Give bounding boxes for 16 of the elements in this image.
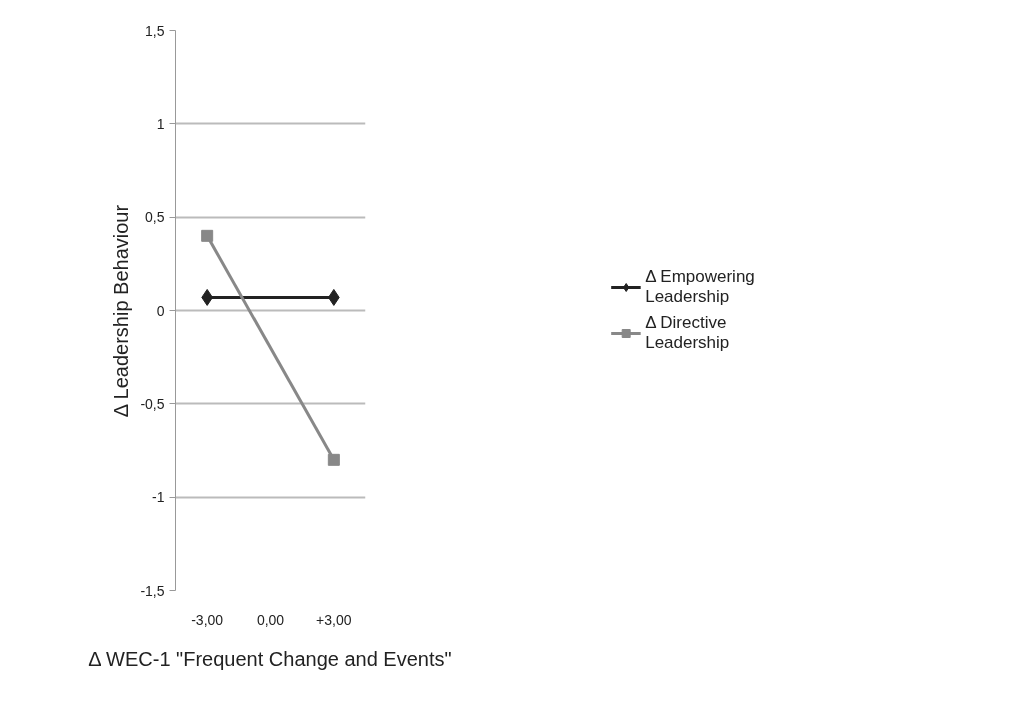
y-tick-label: -0,5: [140, 395, 165, 412]
y-tick-label: 1: [156, 115, 165, 132]
x-tick-label: 0,00: [256, 611, 285, 628]
y-tick-label: 0: [156, 302, 165, 319]
y-axis-title: Δ Leadership Behaviour: [110, 204, 133, 418]
x-tick-label: +3,00: [316, 611, 352, 628]
y-tick-label: -1: [152, 489, 165, 506]
x-axis-title: Δ WEC-1 "Frequent Change and Events": [88, 647, 452, 670]
x-tick-label: -3,00: [191, 611, 224, 628]
point: [327, 453, 340, 466]
y-tick-label: 1,5: [145, 22, 165, 39]
y-tick-label: 0,5: [145, 209, 165, 226]
legend-label: Δ Directive Leadership: [645, 313, 730, 353]
point: [201, 229, 214, 242]
y-tick-label: -1,5: [140, 582, 165, 599]
legend-label: Δ Empowering Leadership: [645, 267, 755, 307]
